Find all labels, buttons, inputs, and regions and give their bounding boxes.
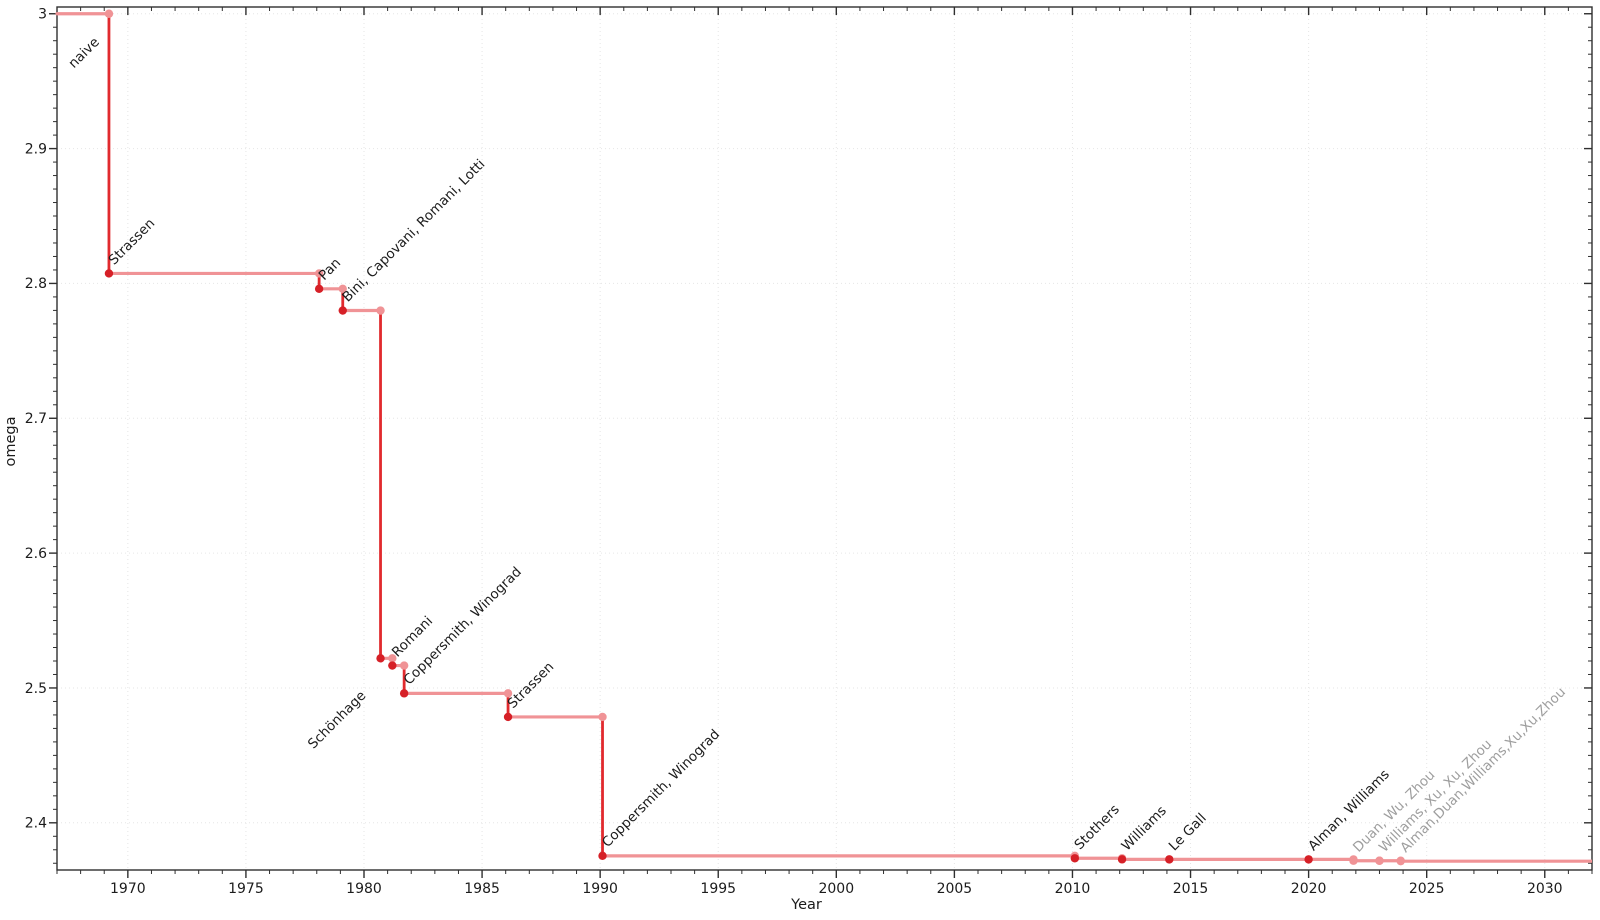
y-tick-label-2.9: 2.9	[25, 141, 47, 157]
x-tick-label-1975: 1975	[228, 881, 264, 897]
x-tick-label-2010: 2010	[1055, 881, 1091, 897]
point-label-le-gall: Le Gall	[1166, 810, 1210, 854]
corner-point-bini-capovani-romani-lotti	[338, 284, 347, 294]
data-point-pan	[314, 284, 324, 294]
data-point-strassen	[503, 712, 513, 722]
x-tick-label-1990: 1990	[582, 881, 618, 897]
point-label-williams-xu-xu-zhou: Williams, Xu, Xu, Zhou	[1376, 736, 1495, 855]
step-series	[55, 9, 1592, 866]
point-label-coppersmith-winograd: Coppersmith, Winograd	[599, 726, 723, 850]
data-point-coppersmith-winograd	[598, 851, 607, 861]
x-tick-label-2005: 2005	[937, 881, 973, 897]
plot-frame	[56, 6, 1593, 871]
data-point-alman-duan-williams-xu-xu-zhou	[1396, 856, 1405, 866]
x-tick-label-1995: 1995	[700, 881, 736, 897]
x-tick-label-2015: 2015	[1173, 881, 1209, 897]
data-point-le-gall	[1165, 855, 1174, 864]
point-label-sch-nhage: Schönhage	[305, 688, 369, 752]
x-tick-label-1970: 1970	[110, 881, 146, 897]
y-tick-label-2.8: 2.8	[25, 276, 47, 292]
point-label-stothers: Stothers	[1071, 802, 1123, 854]
grid-layer	[57, 7, 1592, 870]
x-tick-label-2025: 2025	[1409, 881, 1445, 897]
frame-rect	[56, 6, 1593, 871]
data-point-coppersmith-winograd	[399, 689, 409, 698]
y-tick-label-3: 3	[38, 7, 47, 23]
x-tick-label-2000: 2000	[818, 881, 854, 897]
point-label-strassen: Strassen	[505, 659, 558, 712]
corner-point-strassen	[503, 689, 513, 698]
y-tick-label-2.4: 2.4	[25, 816, 47, 832]
data-point-williams	[1117, 855, 1127, 864]
data-point-duan-wu-zhou	[1349, 856, 1358, 865]
corner-point-coppersmith-winograd	[399, 661, 409, 670]
data-point-stothers	[1070, 854, 1080, 863]
point-label-naive: naive	[65, 34, 102, 71]
axis-text-layer: Year omega	[3, 416, 822, 913]
y-tick-label-2.5: 2.5	[25, 681, 47, 697]
corner-point-coppersmith-winograd	[598, 712, 607, 722]
data-point-alman-williams	[1304, 855, 1313, 864]
x-tick-label-1985: 1985	[464, 881, 500, 897]
corner-point-romani	[388, 654, 397, 663]
y-tick-label-2.6: 2.6	[25, 546, 47, 562]
data-point-sch-nhage	[376, 654, 385, 663]
corner-point-pan	[314, 269, 324, 278]
data-point-bini-capovani-romani-lotti	[338, 306, 347, 315]
x-axis-title: Year	[790, 897, 822, 913]
tick-layer: 1970 1975 1980 1985 1990 1995 2000 2005 2010 2015…	[25, 7, 1593, 897]
point-label-williams: Williams	[1119, 803, 1170, 854]
data-point-strassen	[104, 269, 114, 278]
y-axis-title: omega	[3, 416, 19, 466]
x-tick-label-2030: 2030	[1527, 881, 1563, 897]
point-label-strassen: Strassen	[105, 216, 158, 269]
corner-point-strassen	[104, 9, 114, 18]
x-tick-label-1980: 1980	[346, 881, 382, 897]
y-tick-label-2.7: 2.7	[25, 411, 47, 427]
x-tick-label-2020: 2020	[1291, 881, 1327, 897]
data-point-romani	[388, 661, 397, 670]
corner-point-sch-nhage	[376, 306, 385, 315]
data-point-williams-xu-xu-zhou	[1375, 856, 1384, 865]
